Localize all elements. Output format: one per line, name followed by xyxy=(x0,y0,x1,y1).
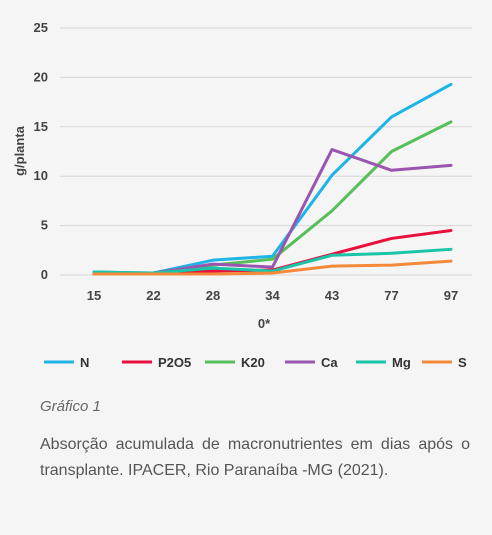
legend-label-s: S xyxy=(458,355,467,370)
x-tick-15: 15 xyxy=(87,288,101,303)
series-lines xyxy=(92,82,453,276)
grid-lines xyxy=(60,27,472,276)
legend: N P2O5 K20 Ca Mg S xyxy=(44,355,467,370)
line-chart: 0 5 10 15 20 25 15 22 28 34 43 77 97 g/planta 0* N P… xyxy=(12,20,472,370)
y-tick-5: 5 xyxy=(41,218,48,233)
x-tick-labels: 15 22 28 34 43 77 97 xyxy=(87,288,458,303)
y-tick-10: 10 xyxy=(34,168,48,183)
y-tick-0: 0 xyxy=(41,267,48,282)
y-axis-title: g/planta xyxy=(12,125,27,176)
series-line-n xyxy=(92,82,453,275)
x-tick-34: 34 xyxy=(265,288,280,303)
legend-label-n: N xyxy=(80,355,89,370)
x-axis-title: 0* xyxy=(258,316,271,331)
series-line-k20 xyxy=(92,120,453,275)
figure-label: Gráfico 1 xyxy=(40,398,101,415)
legend-label-p2o5: P2O5 xyxy=(158,355,191,370)
y-tick-15: 15 xyxy=(34,119,48,134)
x-tick-43: 43 xyxy=(325,288,339,303)
legend-label-ca: Ca xyxy=(321,355,338,370)
x-tick-77: 77 xyxy=(384,288,398,303)
x-tick-28: 28 xyxy=(206,288,220,303)
legend-label-k20: K20 xyxy=(241,355,265,370)
x-tick-22: 22 xyxy=(146,288,160,303)
y-tick-25: 25 xyxy=(34,20,48,35)
legend-label-mg: Mg xyxy=(392,355,411,370)
figure-caption: Absorção acumulada de macronutrientes em… xyxy=(40,436,470,479)
y-tick-20: 20 xyxy=(34,69,48,84)
series-line-s xyxy=(92,259,453,276)
y-tick-labels: 0 5 10 15 20 25 xyxy=(34,20,48,282)
x-tick-97: 97 xyxy=(444,288,458,303)
